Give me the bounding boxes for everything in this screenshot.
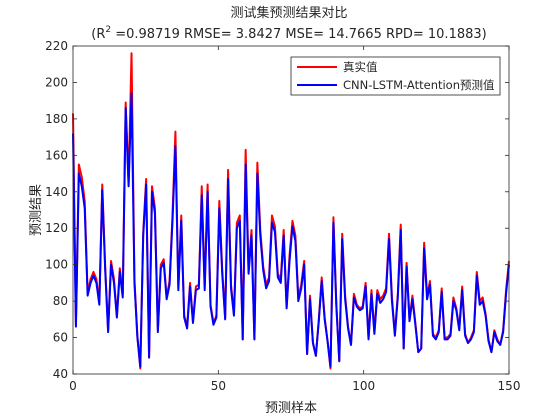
legend-label-predicted: CNN-LSTM-Attention预测值 — [343, 78, 495, 92]
x-axis-label: 预测样本 — [265, 401, 317, 416]
y-tick-label: 220 — [45, 39, 68, 53]
y-tick-label: 180 — [45, 112, 68, 126]
y-tick-label: 200 — [45, 75, 68, 89]
y-tick-label: 140 — [45, 185, 68, 199]
x-tick-label: 100 — [352, 379, 375, 393]
x-tick-label: 50 — [211, 379, 226, 393]
legend: 真实值 CNN-LSTM-Attention预测值 — [290, 56, 501, 96]
legend-label-true: 真实值 — [343, 60, 378, 74]
y-tick-label: 40 — [53, 367, 68, 381]
y-tick-label: 160 — [45, 148, 68, 162]
y-tick-label: 100 — [45, 258, 68, 272]
y-axis-label: 预测结果 — [29, 184, 44, 236]
x-tick-label: 150 — [498, 379, 521, 393]
x-axis: 0 50 100 150 — [69, 46, 520, 393]
y-tick-label: 120 — [45, 221, 68, 235]
y-axis: 40 60 80 100 120 140 160 180 200 220 — [45, 39, 509, 381]
legend-box — [290, 56, 501, 96]
chart-subtitle: (R2 =0.98719 RMSE= 3.8427 MSE= 14.7665 R… — [91, 25, 486, 42]
series-line-predicted — [72, 92, 510, 368]
x-tick-label: 0 — [69, 379, 77, 393]
y-tick-label: 60 — [53, 331, 68, 345]
chart-title: 测试集预测结果对比 — [230, 5, 347, 21]
y-tick-label: 80 — [53, 294, 68, 308]
axes-frame — [72, 45, 510, 375]
series-lines — [72, 52, 510, 370]
